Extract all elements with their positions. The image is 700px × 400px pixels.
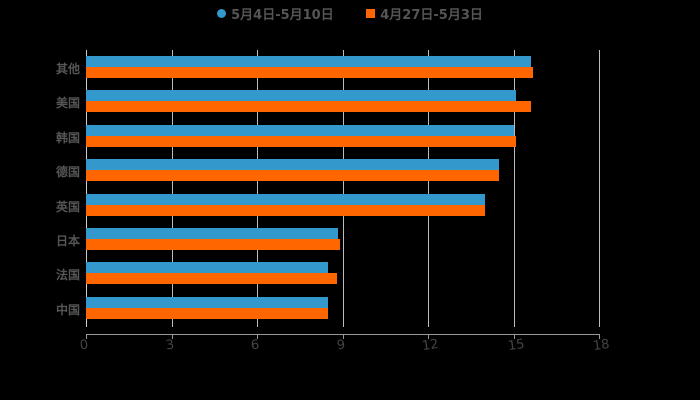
category-label: 英国 [55,199,80,214]
bar-series-2[interactable] [86,273,337,285]
axis-tick [342,334,344,339]
bar-series-1[interactable] [86,262,329,274]
bar-series-2[interactable] [86,307,329,319]
axis-tick-label: 18 [592,336,611,355]
gridline [428,50,429,327]
y-axis-line [86,50,87,327]
axis-tick [171,334,173,339]
legend-item-series-2[interactable]: 4月27日-5月3日 [366,4,483,23]
axis-tick-label: 12 [421,336,440,355]
axis-tick [513,334,515,339]
axis-tick-label: 3 [164,337,175,354]
bar-series-1[interactable] [86,159,500,171]
legend-item-series-1[interactable]: 5月4日-5月10日 [217,4,334,23]
axis-tick-label: 0 [78,337,90,354]
category-label: 法国 [55,268,80,283]
category-label: 德国 [55,165,80,180]
x-axis-line [86,334,600,335]
category-label: 日本 [55,234,80,248]
category-label: 美国 [55,96,80,111]
category-label: 中国 [55,302,80,317]
axis-tick [86,334,87,339]
gridline [599,50,600,327]
gridline [171,50,173,327]
bar-series-1[interactable] [86,228,339,239]
bar-series-1[interactable] [86,124,514,136]
gridline [513,50,515,327]
category-label: 韩国 [55,130,80,145]
bar-series-2[interactable] [86,67,534,78]
gridline [342,50,344,327]
axis-tick-label: 6 [249,337,261,354]
axis-tick-label: 15 [506,336,526,355]
bar-series-2[interactable] [86,204,485,216]
legend-label: 5月4日-5月10日 [231,8,334,23]
bar-series-2[interactable] [86,170,500,182]
bar-series-1[interactable] [86,56,531,67]
bar-series-2[interactable] [86,239,340,250]
bar-series-2[interactable] [86,101,531,113]
bar-series-2[interactable] [86,135,517,147]
bar-series-1[interactable] [86,90,517,102]
legend-circle-icon [217,9,227,18]
legend-square-icon [366,9,376,18]
axis-tick [257,334,258,339]
chart-legend: 5月4日-5月10日 4月27日-5月3日 [0,4,700,23]
axis-tick-label: 9 [335,337,346,354]
axis-tick [599,334,600,339]
bar-series-1[interactable] [86,193,485,205]
axis-tick [428,334,429,339]
legend-label: 4月27日-5月3日 [380,8,483,23]
gridline [257,50,258,327]
category-label: 其他 [55,62,80,76]
bar-series-1[interactable] [86,296,329,308]
